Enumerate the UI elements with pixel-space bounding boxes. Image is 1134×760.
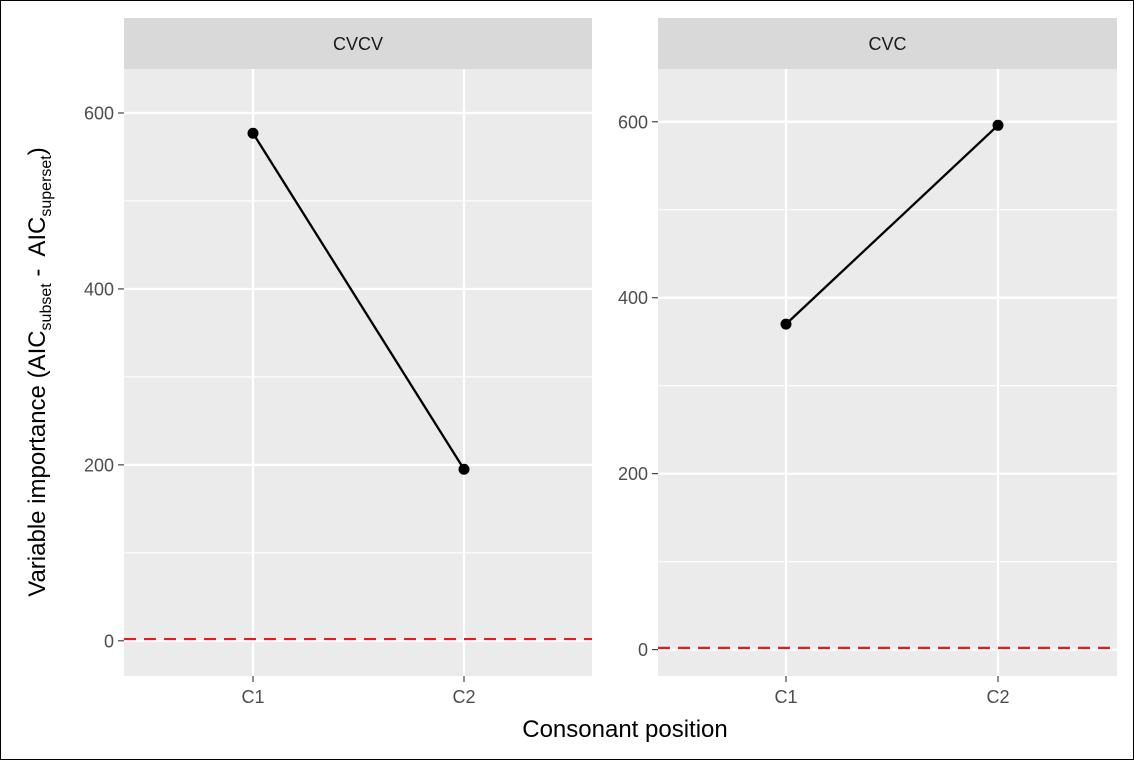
y-tick-label: 200 xyxy=(618,464,648,484)
y-axis-title-subscript-subset: subset xyxy=(38,283,55,331)
y-tick-label: 400 xyxy=(84,279,114,299)
y-tick-label: 600 xyxy=(84,103,114,123)
y-tick-label: 0 xyxy=(638,640,648,660)
x-tick-label-c1: C1 xyxy=(774,687,797,707)
facet-strip xyxy=(124,18,592,69)
y-tick-label: 0 xyxy=(104,631,114,651)
x-tick-label-c1: C1 xyxy=(241,687,264,707)
y-tick-label: 200 xyxy=(84,455,114,475)
data-point-c2 xyxy=(992,119,1004,131)
data-point-c1 xyxy=(247,127,259,139)
y-axis-title-subscript-superset: superset xyxy=(38,155,55,217)
y-axis-title-close: ) xyxy=(24,147,51,155)
x-axis-title: Consonant position xyxy=(522,716,727,743)
y-axis-title-middle: - AIC xyxy=(24,217,51,284)
y-axis-title: Variable importance (AICsubset - AICsupe… xyxy=(24,147,55,597)
x-tick-label-c2: C2 xyxy=(986,687,1009,707)
panel-cvc: 0 200 400 600 C1 C2 CVC xyxy=(618,18,1117,707)
series-line xyxy=(252,132,465,470)
series-line xyxy=(785,124,999,325)
panel-background xyxy=(124,69,592,676)
facet-strip-label: CVC xyxy=(868,34,906,54)
facet-strip-label: CVCV xyxy=(333,34,383,54)
y-axis-title-main: Variable importance (AIC xyxy=(24,330,51,596)
data-point-c1 xyxy=(780,318,792,330)
data-point-c2 xyxy=(458,463,470,475)
facet-strip xyxy=(658,18,1117,69)
y-tick-label: 400 xyxy=(618,288,648,308)
y-tick-label: 600 xyxy=(618,112,648,132)
x-tick-label-c2: C2 xyxy=(452,687,475,707)
panel-cvcv: 0 200 400 600 C1 C2 CVCV xyxy=(84,18,592,707)
panel-background xyxy=(658,69,1117,676)
